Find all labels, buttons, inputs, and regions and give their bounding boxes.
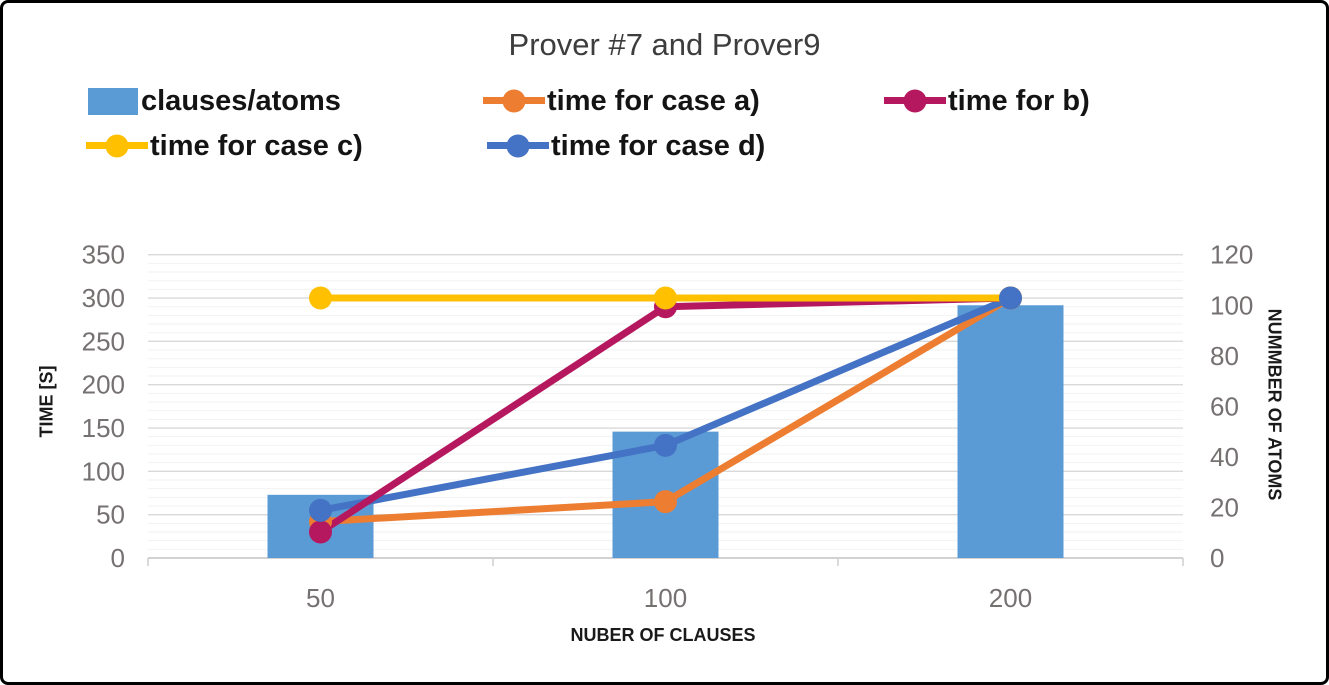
legend-item-clauses-atoms: clauses/atoms <box>88 80 341 122</box>
x-tick-label: 50 <box>306 583 335 613</box>
line-marker-icon <box>86 131 148 161</box>
legend-label: time for b) <box>948 84 1090 117</box>
legend-label: time for case d) <box>551 129 766 162</box>
line-marker-icon <box>884 86 946 116</box>
y-right-tick-label: 80 <box>1210 341 1239 371</box>
data-point-marker <box>309 520 332 544</box>
y-right-tick-label: 120 <box>1210 240 1253 270</box>
data-point-marker <box>999 286 1022 310</box>
y-right-tick-label: 100 <box>1210 290 1253 320</box>
legend-item-time-case-a: time for case a) <box>483 80 760 122</box>
bar-swatch-icon <box>88 87 138 115</box>
data-point-marker <box>309 498 332 522</box>
y-left-tick-label: 150 <box>82 413 125 443</box>
chart-canvas: 0 50 100 150 200 250 300 350 0 20 40 60 80 100 120 50 10… <box>82 240 1254 613</box>
y-left-tick-label: 0 <box>111 543 125 573</box>
x-tick-label: 100 <box>644 583 687 613</box>
line-marker-icon <box>487 131 549 161</box>
x-axis-title: NUBER OF CLAUSES <box>570 625 756 645</box>
legend-item-time-b: time for b) <box>884 80 1090 122</box>
y-right-tick-label: 20 <box>1210 492 1239 522</box>
data-point-marker <box>654 433 677 457</box>
data-point-marker <box>654 490 677 514</box>
y-left-tick-label: 50 <box>96 500 125 530</box>
y-left-tick-label: 350 <box>82 240 125 270</box>
legend-label: clauses/atoms <box>141 84 341 117</box>
y-left-tick-label: 200 <box>82 370 125 400</box>
legend-item-time-case-d: time for case d) <box>487 125 765 167</box>
chart-title: Prover #7 and Prover9 <box>508 27 821 62</box>
y-left-tick-label: 250 <box>82 326 125 356</box>
legend-label: time for case a) <box>547 84 760 117</box>
y-right-tick-label: 0 <box>1210 543 1224 573</box>
legend-label: time for case c) <box>150 129 363 162</box>
data-point-marker <box>309 286 332 310</box>
data-point-marker <box>654 286 677 310</box>
y-left-tick-label: 300 <box>82 283 125 313</box>
y-left-tick-label: 100 <box>82 456 125 486</box>
y-right-tick-label: 40 <box>1210 442 1239 472</box>
bar-clauses-atoms <box>957 305 1064 558</box>
x-tick-label: 200 <box>989 583 1032 613</box>
line-marker-icon <box>483 86 545 116</box>
legend-item-time-case-c: time for case c) <box>86 125 363 167</box>
y-right-tick-label: 60 <box>1210 391 1239 421</box>
